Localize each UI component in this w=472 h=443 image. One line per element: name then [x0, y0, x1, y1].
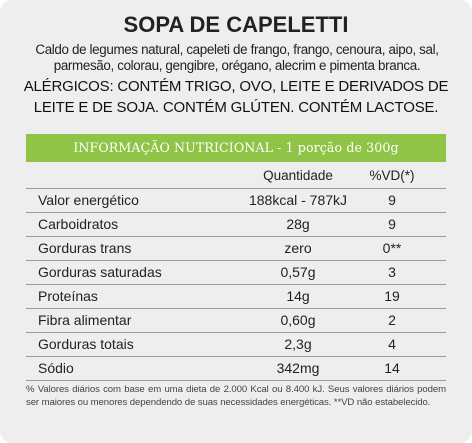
nutrient-name: Carboidratos	[38, 216, 119, 232]
table-row: Sódio 342mg 14	[26, 356, 446, 381]
table-row: Gorduras saturadas 0,57g 3	[26, 260, 446, 284]
nutrient-name: Valor energético	[38, 192, 139, 208]
nutrient-quantity: 0,60g	[280, 312, 316, 328]
nutrient-vd: 4	[388, 336, 396, 352]
nutrient-vd: 9	[388, 192, 396, 208]
nutrient-vd: 2	[388, 312, 396, 328]
table-row: Valor energético 188kcal - 787kJ 9	[26, 188, 446, 212]
nutrient-quantity: zero	[284, 240, 312, 256]
nutrient-vd: 14	[384, 360, 400, 376]
nutrient-name: Gorduras totais	[38, 336, 134, 352]
footnote-text: % Valores diários com base em uma dieta …	[26, 384, 446, 408]
nutrient-quantity: 0,57g	[280, 264, 316, 280]
nutrient-name: Fibra alimentar	[38, 312, 132, 328]
nutrition-table: Valor energético 188kcal - 787kJ 9 Carbo…	[26, 188, 446, 381]
nutrient-vd: 3	[388, 264, 396, 280]
nutrient-vd: 9	[388, 216, 396, 232]
nutrient-name: Sódio	[38, 360, 74, 376]
allergens-warning: ALÉRGICOS: CONTÉM TRIGO, OVO, LEITE E DE…	[23, 78, 449, 116]
table-row: Proteínas 14g 19	[26, 284, 446, 308]
nutrient-name: Gorduras saturadas	[38, 264, 162, 280]
column-header-vd: %VD(*)	[369, 168, 415, 183]
table-row: Fibra alimentar 0,60g 2	[26, 308, 446, 332]
column-header-quantity: Quantidade	[263, 168, 333, 183]
nutrient-quantity: 28g	[286, 216, 310, 232]
product-title: SOPA DE CAPELETTI	[123, 12, 349, 37]
nutrient-name: Gorduras trans	[38, 240, 132, 256]
table-row: Gorduras trans zero 0**	[26, 236, 446, 260]
nutrient-quantity: 14g	[286, 288, 310, 304]
table-row: Gorduras totais 2,3g 4	[26, 332, 446, 356]
nutrient-quantity: 188kcal - 787kJ	[248, 192, 348, 208]
nutrient-vd: 0**	[382, 240, 402, 256]
nutrition-table-header: INFORMAÇÃO NUTRICIONAL - 1 porção de 300…	[26, 134, 446, 162]
nutrient-vd: 19	[384, 288, 400, 304]
nutrient-name: Proteínas	[38, 288, 98, 304]
ingredients-text: Caldo de legumes natural, capeleti de fr…	[35, 42, 439, 73]
table-row: Carboidratos 28g 9	[26, 212, 446, 236]
nutrient-quantity: 342mg	[276, 360, 320, 376]
nutrient-quantity: 2,3g	[284, 336, 312, 352]
